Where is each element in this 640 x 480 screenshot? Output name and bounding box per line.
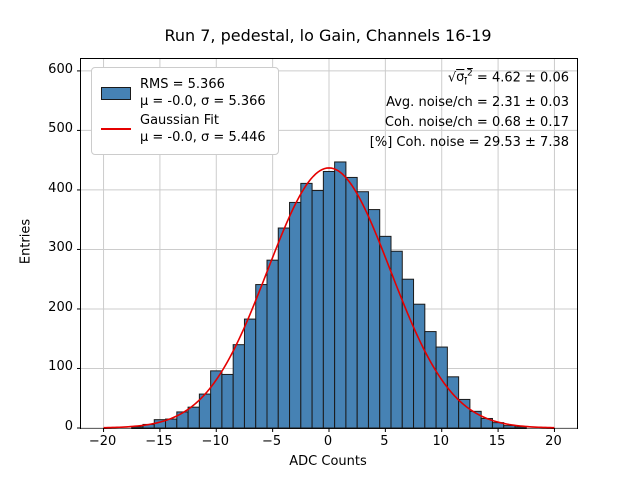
histogram-bar <box>187 406 200 429</box>
stat-line-coh-noise-pct: [%] Coh. noise = 29.53 ± 7.38 <box>369 134 569 150</box>
histogram-bar <box>266 259 279 429</box>
legend-histogram-label: RMS = 5.366 μ = -0.0, σ = 5.366 <box>140 76 266 110</box>
histogram-bar <box>322 170 336 429</box>
legend-fit-label: Gaussian Fit μ = -0.0, σ = 5.446 <box>140 112 266 146</box>
x-tick-label: 15 <box>488 434 506 449</box>
stats-annotation: √σI2 = 4.62 ± 0.06 Avg. noise/ch = 2.31 … <box>370 64 569 153</box>
histogram-bar <box>356 191 369 429</box>
histogram-bar <box>334 161 347 429</box>
legend-fit-line1: Gaussian Fit <box>140 113 220 128</box>
gaussian-fit-line <box>103 167 555 429</box>
y-tick-label: 0 <box>64 419 73 434</box>
y-tick-label: 400 <box>48 180 73 196</box>
x-tick-label: −5 <box>262 434 282 449</box>
histogram-bar <box>243 318 257 429</box>
histogram-bar <box>503 425 516 429</box>
legend: RMS = 5.366 μ = -0.0, σ = 5.366 Gaussian… <box>91 67 279 155</box>
legend-entry-histogram: RMS = 5.366 μ = -0.0, σ = 5.366 <box>101 76 266 110</box>
x-tick-label: 10 <box>432 434 449 449</box>
stat-line-coh-noise: Coh. noise/ch = 0.68 ± 0.17 <box>384 114 569 130</box>
legend-fit-line2: μ = -0.0, σ = 5.446 <box>140 130 266 145</box>
chart-title: Run 7, pedestal, lo Gain, Channels 16-19 <box>164 26 492 45</box>
stat-line-avg-noise: Avg. noise/ch = 2.31 ± 0.03 <box>386 94 569 110</box>
histogram-bar <box>311 190 324 429</box>
histogram-bar <box>289 201 302 429</box>
x-axis-label: ADC Counts <box>289 454 367 469</box>
histogram-bar <box>345 176 358 429</box>
histogram-bar <box>379 235 392 429</box>
x-tick-label: 20 <box>545 434 562 449</box>
y-tick-label: 600 <box>48 61 73 77</box>
x-tick-label: −20 <box>88 434 117 449</box>
histogram-bar <box>221 373 234 429</box>
histogram-bar <box>413 303 426 429</box>
stat-line-incoherent-noise: √σI2 = 4.62 ± 0.06 <box>447 69 569 88</box>
histogram-bar <box>401 278 415 429</box>
x-tick-label: −15 <box>145 434 173 449</box>
histogram-bar <box>458 398 471 429</box>
histogram-bar <box>255 284 268 429</box>
histogram-bar <box>424 331 437 429</box>
histogram-bar <box>232 344 245 429</box>
y-tick-label: 300 <box>48 240 73 256</box>
legend-fit-line-icon <box>101 128 131 130</box>
y-tick-label: 100 <box>48 359 73 375</box>
histogram-bar <box>367 209 381 429</box>
histogram-bar <box>435 346 448 429</box>
y-tick-label: 500 <box>48 121 73 137</box>
legend-histogram-line1: RMS = 5.366 <box>140 77 225 92</box>
histogram-bar <box>277 227 291 429</box>
histogram-svg <box>77 59 577 432</box>
legend-entry-fit: Gaussian Fit μ = -0.0, σ = 5.446 <box>101 112 266 146</box>
x-tick-label: −10 <box>201 434 229 449</box>
plot-area: RMS = 5.366 μ = -0.0, σ = 5.366 Gaussian… <box>77 58 578 432</box>
legend-histogram-line2: μ = -0.0, σ = 5.366 <box>140 94 266 109</box>
x-tick-label: 5 <box>380 434 389 449</box>
x-tick-label: 0 <box>323 434 333 449</box>
legend-histogram-patch-icon <box>101 86 131 100</box>
y-tick-label: 200 <box>48 299 73 315</box>
histogram-bar <box>300 182 313 429</box>
histogram-bar <box>446 376 460 429</box>
